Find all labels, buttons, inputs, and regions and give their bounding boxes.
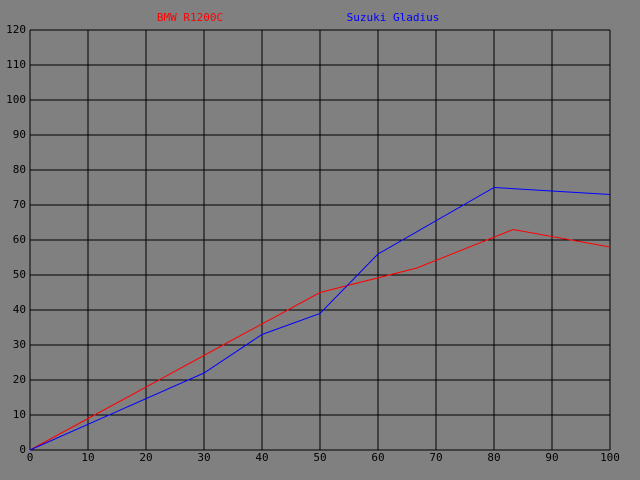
y-tick-label: 20 xyxy=(13,373,26,386)
series-line xyxy=(29,186,611,451)
x-tick-label: 10 xyxy=(81,451,94,464)
x-tick-label: 90 xyxy=(545,451,558,464)
y-tick-label: 30 xyxy=(13,338,26,351)
x-tick-label: 80 xyxy=(487,451,500,464)
x-tick-label: 50 xyxy=(313,451,326,464)
legend-entry: BMW R1200C xyxy=(157,11,223,24)
x-tick-label: 20 xyxy=(139,451,152,464)
y-tick-label: 60 xyxy=(13,233,26,246)
y-tick-label: 40 xyxy=(13,303,26,316)
x-tick-label: 30 xyxy=(197,451,210,464)
x-tick-label: 60 xyxy=(371,451,384,464)
x-tick-label: 70 xyxy=(429,451,442,464)
series-line xyxy=(29,228,611,451)
y-tick-label: 110 xyxy=(6,58,26,71)
x-tick-label: 100 xyxy=(600,451,620,464)
y-tick-label: 90 xyxy=(13,128,26,141)
legend-entry: Suzuki Gladius xyxy=(347,11,440,24)
y-tick-label: 80 xyxy=(13,163,26,176)
y-tick-label: 120 xyxy=(6,23,26,36)
y-tick-label: 50 xyxy=(13,268,26,281)
y-tick-label: 70 xyxy=(13,198,26,211)
y-tick-label: 10 xyxy=(13,408,26,421)
y-tick-label: 0 xyxy=(19,443,26,456)
x-tick-label: 40 xyxy=(255,451,268,464)
y-tick-label: 100 xyxy=(6,93,26,106)
x-tick-label: 0 xyxy=(27,451,34,464)
